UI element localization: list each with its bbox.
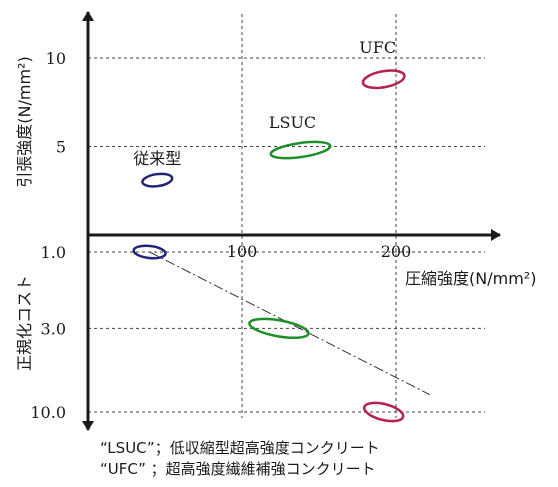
- tensile-mark-1: [269, 140, 332, 160]
- series-labels: 従来型 LSUC UFC: [133, 38, 396, 168]
- notes: “LSUC”；低収縮型超高強度コンクリート “UFC” ；超高強度繊維補強コンク…: [100, 438, 540, 480]
- tick-label-x-200: 200: [381, 242, 412, 261]
- note-ufc: “UFC” ；超高強度繊維補強コンクリート: [100, 460, 376, 478]
- x-axis-title: 圧縮強度(N/mm²): [405, 269, 536, 288]
- tick-label-cost-10.0: 10.0: [30, 403, 66, 422]
- y-axis-upper-title: 引張強度(N/mm²): [15, 56, 34, 187]
- series-label-0: 従来型: [133, 149, 181, 168]
- tick-label-tensile-10: 10: [46, 49, 66, 68]
- tensile-mark-2: [361, 69, 406, 90]
- data-marks: [132, 69, 406, 423]
- cost-mark-2: [362, 401, 405, 423]
- tick-label-tensile-5: 5: [56, 138, 66, 157]
- axes: [82, 11, 501, 431]
- tick-label-x-100: 100: [227, 242, 258, 261]
- tick-label-cost-1.0: 1.0: [41, 243, 66, 262]
- series-label-2: UFC: [359, 38, 396, 57]
- tick-labels: 5 10 1.0 3.0 10.0 100 200 圧縮強度(N/mm²) 引張強度(N/mm²…: [15, 49, 536, 422]
- grid: [88, 14, 485, 418]
- series-label-1: LSUC: [269, 113, 316, 132]
- tick-label-cost-3.0: 3.0: [41, 319, 66, 338]
- note-lsuc: “LSUC”；低収縮型超高強度コンクリート: [100, 439, 380, 457]
- y-axis-lower-title: 正規化コスト: [15, 275, 34, 371]
- cost-mark-0: [132, 244, 167, 260]
- cost-mark-1: [248, 317, 310, 340]
- tensile-mark-0: [141, 172, 174, 188]
